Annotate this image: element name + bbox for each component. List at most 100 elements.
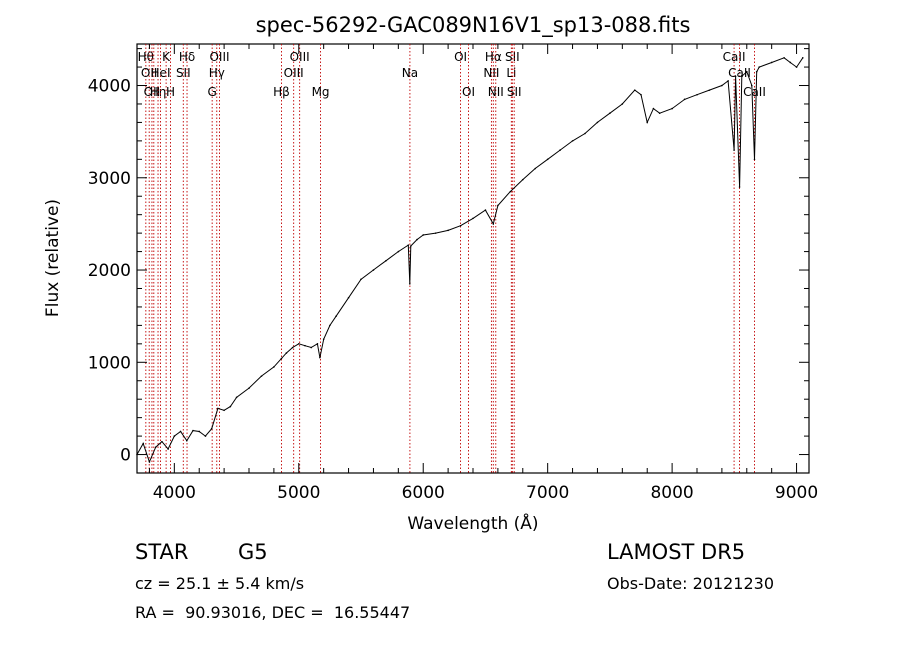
spectral-line-label: Hη: [150, 85, 167, 99]
spectrum-point: [484, 209, 487, 211]
spectrum-point: [609, 112, 611, 114]
spectrum-point: [640, 93, 642, 96]
x-tick-label: 8000: [650, 483, 693, 503]
spectrum-point: [210, 427, 213, 430]
spectrum-point: [758, 66, 761, 68]
spectrum-point: [322, 338, 325, 341]
spectrum-point: [646, 121, 649, 124]
spectrum-point: [741, 75, 743, 78]
spectral-line-label: Mg: [312, 85, 330, 99]
spectrum-point: [235, 396, 238, 399]
spectrum-point: [738, 186, 741, 188]
spectrum-point: [173, 435, 176, 437]
x-tick-label: 5000: [277, 483, 320, 503]
spectrum-point: [795, 66, 798, 68]
spectrum-point: [753, 158, 756, 161]
plot-frame: [136, 43, 810, 474]
spectrum-point: [291, 346, 294, 349]
spectrum-point: [204, 435, 207, 437]
object-class: STAR: [135, 540, 189, 564]
spectral-line-label: NII: [483, 66, 499, 80]
spectral-line-label: OI: [462, 85, 475, 99]
spectrum-point: [335, 315, 337, 317]
spectral-line-label: SII: [505, 50, 520, 64]
x-tick-label: 9000: [775, 483, 818, 503]
spectral-line-label: CaII: [728, 66, 751, 80]
spectrum-point: [161, 440, 163, 443]
line-marker-layer: HθOIIOIIHηHeIKHSIIHδGHγOIIIHβOIIIOIIIMgN…: [138, 44, 766, 473]
spectrum-point: [546, 158, 549, 161]
x-tick-label: 7000: [526, 483, 569, 503]
spectral-line-label: OIII: [209, 50, 229, 64]
spectrum-point: [658, 112, 661, 114]
spectrum-point: [652, 107, 655, 110]
spectrum-point: [154, 446, 157, 448]
spectrum-point: [260, 375, 263, 377]
spectrum-point: [721, 84, 723, 87]
spectrum-point: [408, 283, 411, 285]
spectrum-point: [472, 217, 474, 220]
spectrum-point: [509, 190, 512, 193]
object-subclass: G5: [238, 540, 268, 564]
spectrum-point: [447, 229, 449, 232]
spectral-line-label: Na: [402, 66, 418, 80]
spectral-line-label: Li: [506, 66, 516, 80]
spectral-line-label: HeI: [151, 66, 171, 80]
x-tick-label: 4000: [153, 483, 196, 503]
y-axis-label: Flux (relative): [43, 199, 63, 317]
spectrum-point: [273, 366, 275, 368]
y-tick-label: 1000: [88, 353, 131, 373]
spectrum-point: [142, 442, 145, 445]
spectrum-point: [434, 232, 437, 234]
spectrum-point: [708, 89, 711, 91]
spectrum-point: [492, 223, 495, 225]
spectrum-point: [750, 84, 753, 87]
spectral-line-label: G: [208, 85, 217, 99]
spectrum-point: [223, 409, 225, 412]
spectral-line-label: Hδ: [179, 50, 195, 64]
spectrum-point: [280, 357, 283, 360]
spectral-line-label: CaII: [723, 50, 746, 64]
spectral-line-label: NII: [488, 85, 504, 99]
spectrum-line: [136, 57, 804, 464]
spectrum-point: [459, 224, 462, 227]
spectrum-point: [310, 346, 313, 349]
spectrum-point: [385, 260, 387, 262]
spectrum-point: [755, 70, 758, 73]
spectrum-point: [497, 204, 499, 207]
spectrum-point: [521, 178, 524, 181]
spectrum-point: [329, 324, 331, 327]
spectrum-point: [416, 238, 418, 241]
survey-name: LAMOST DR5: [607, 540, 746, 564]
spectral-line-label: Hγ: [209, 66, 225, 80]
y-tick-label: 3000: [88, 169, 131, 189]
spectrum-point: [136, 453, 138, 456]
spectrum-point: [179, 430, 182, 433]
spectral-line-label: K: [162, 50, 171, 64]
spectral-line-label: OI: [454, 50, 467, 64]
spectrum-point: [229, 405, 232, 408]
spectrum-point: [422, 234, 425, 236]
spectrum-point: [285, 352, 288, 354]
spectrum-point: [372, 269, 375, 271]
spectrum-point: [671, 107, 673, 110]
spectrum-point: [534, 167, 537, 170]
x-tick-label: 6000: [402, 483, 445, 503]
y-tick-label: 4000: [88, 77, 131, 97]
spectrum-point: [409, 245, 412, 247]
spectral-line-label: Hα: [485, 50, 502, 64]
spectral-line-label: Hβ: [273, 85, 290, 99]
spectrum-point: [192, 429, 194, 432]
spectrum-point: [319, 356, 321, 359]
spectrum-point: [217, 407, 219, 410]
spectrum-point: [148, 461, 151, 463]
y-tick-label: 2000: [88, 261, 131, 281]
spectral-line-label: OII: [144, 85, 161, 99]
spectrum-point: [167, 448, 169, 450]
obs-date-text: Obs-Date: 20121230: [607, 574, 775, 593]
spectral-line-label: CaII: [743, 85, 766, 99]
redshift-text: cz = 25.1 ± 5.4 km/s: [135, 574, 305, 593]
spectrum-point: [316, 343, 319, 345]
spectrum-point: [596, 121, 599, 124]
